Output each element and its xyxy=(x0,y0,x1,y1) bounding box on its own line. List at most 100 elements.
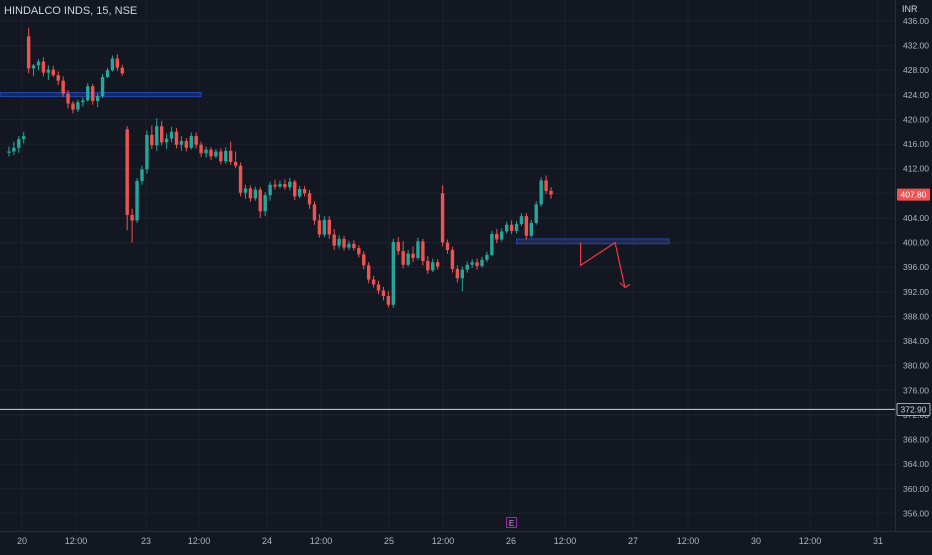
candle xyxy=(228,141,233,166)
candle xyxy=(450,246,455,273)
candle xyxy=(125,126,129,231)
candle-body xyxy=(31,65,36,69)
candle-body xyxy=(440,193,445,243)
candle-body xyxy=(204,149,208,154)
candle xyxy=(76,99,80,113)
candle xyxy=(347,240,351,250)
candle xyxy=(500,228,504,242)
candle-body xyxy=(125,129,129,215)
candle xyxy=(194,132,198,149)
candle-body xyxy=(100,77,105,97)
candle xyxy=(431,258,435,273)
candle-body xyxy=(56,75,60,81)
candle xyxy=(278,180,282,189)
candle xyxy=(322,216,327,238)
price-axis[interactable]: 436.00 432.00 428.00 424.00 420.00 416.00 412.… xyxy=(903,16,929,518)
price-axis-label: 400.00 xyxy=(903,238,929,248)
candle xyxy=(514,221,519,234)
candle xyxy=(411,246,415,263)
price-axis-label: 380.00 xyxy=(903,361,929,371)
price-axis-label: 396.00 xyxy=(903,262,929,272)
candle xyxy=(174,128,179,149)
candle xyxy=(184,137,189,152)
candle-body xyxy=(105,70,110,78)
candle xyxy=(199,141,203,158)
candle-body xyxy=(164,138,169,143)
candle xyxy=(317,214,322,238)
lower-zone[interactable] xyxy=(516,238,670,245)
candle xyxy=(327,216,331,239)
candle-body xyxy=(347,243,351,248)
candle-body xyxy=(431,262,435,271)
price-axis-label: 388.00 xyxy=(903,311,929,321)
candle-body xyxy=(120,67,124,74)
candle-body xyxy=(110,58,115,71)
candle xyxy=(495,229,499,244)
candle-body xyxy=(480,259,484,266)
candle xyxy=(342,235,346,251)
candle xyxy=(337,235,341,249)
candle xyxy=(61,76,65,97)
price-axis-label: 428.00 xyxy=(903,65,929,75)
candle-body xyxy=(184,141,189,148)
rectangle-zones[interactable] xyxy=(0,91,670,245)
candle-series xyxy=(7,27,553,308)
candle xyxy=(110,55,115,72)
candle-body xyxy=(411,253,415,258)
time-axis-label: 12:00 xyxy=(65,536,88,546)
candle-body xyxy=(51,69,55,76)
time-axis-label: 31 xyxy=(873,536,883,546)
candle-body xyxy=(17,139,21,148)
time-axis-label: 20 xyxy=(17,536,27,546)
upper-zone[interactable] xyxy=(0,91,202,98)
candle-body xyxy=(145,134,149,170)
candle xyxy=(288,177,292,191)
candle xyxy=(36,59,41,71)
price-axis-label: 360.00 xyxy=(903,484,929,494)
candle xyxy=(529,219,533,238)
time-axis-label: 12:00 xyxy=(188,536,211,546)
candle-body xyxy=(115,58,120,68)
candle-body xyxy=(283,184,287,188)
candle xyxy=(189,132,193,150)
candle xyxy=(416,237,420,260)
candle xyxy=(297,185,302,199)
candle-body xyxy=(258,189,262,212)
candle xyxy=(41,57,46,77)
candle xyxy=(401,241,405,269)
candle xyxy=(120,64,124,76)
candle xyxy=(485,251,489,263)
candle xyxy=(268,181,272,201)
price-axis-label: 420.00 xyxy=(903,114,929,124)
candle-body xyxy=(381,290,386,297)
candle-body xyxy=(524,216,529,236)
candle-body xyxy=(194,136,198,145)
price-axis-label: 436.00 xyxy=(903,16,929,26)
candle xyxy=(421,238,425,266)
candle xyxy=(145,130,149,174)
candle xyxy=(164,133,169,150)
candle-body xyxy=(337,238,341,246)
candle xyxy=(56,71,60,86)
price-axis-label: 392.00 xyxy=(903,287,929,297)
symbol-title[interactable]: HINDALCO INDS, 15, NSE xyxy=(4,5,138,17)
price-axis-label: 356.00 xyxy=(903,508,929,518)
time-axis[interactable]: 20 12:00 23 12:00 24 12:00 25 12:00 26 12:00 27 12:… xyxy=(17,536,883,546)
candle-body xyxy=(66,93,70,104)
candle xyxy=(31,64,36,76)
earnings-marker-icon[interactable]: E xyxy=(506,517,517,528)
time-axis-label: 12:00 xyxy=(310,536,333,546)
candle xyxy=(391,238,396,308)
candle xyxy=(539,177,543,207)
candle-body xyxy=(7,151,11,153)
candle xyxy=(519,213,524,226)
candle-body xyxy=(219,151,223,162)
price-axis-label: 432.00 xyxy=(903,41,929,51)
candle-body xyxy=(426,261,430,271)
projection-path[interactable] xyxy=(579,241,626,288)
candle-body xyxy=(41,61,46,73)
candle xyxy=(465,261,469,273)
projection-drawing[interactable] xyxy=(579,241,631,289)
